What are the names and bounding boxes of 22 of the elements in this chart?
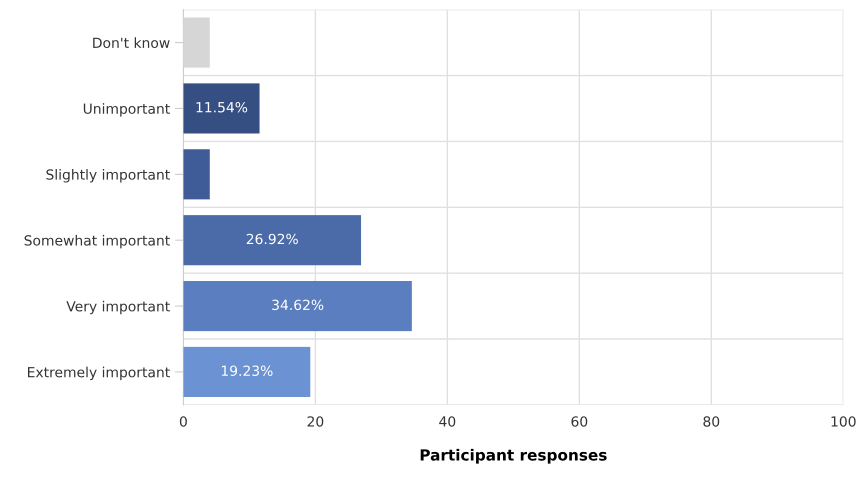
x-tick-label: 20 [308, 416, 324, 427]
y-tick-label: Unimportant [84, 103, 170, 117]
bar [183, 215, 362, 266]
y-tick-label: Very important [66, 300, 170, 314]
y-tick-label: Somewhat important [24, 234, 170, 248]
x-tick-label: 0 [180, 416, 187, 427]
x-tick-label: 80 [703, 416, 720, 427]
bar [183, 83, 260, 134]
data-label: 26.92% [246, 234, 298, 244]
y-tick-label: Don't know [93, 37, 170, 48]
data-label: 19.23% [222, 365, 273, 376]
x-tick-label: 40 [439, 416, 456, 427]
y-tick-label: Slightly important [46, 169, 170, 182]
bar [183, 149, 210, 200]
x-tick-label: 100 [832, 416, 856, 427]
bar [183, 281, 412, 332]
x-axis-title: Participant responses [420, 448, 607, 464]
data-label: 11.54% [196, 102, 248, 112]
x-tick-label: 60 [571, 416, 588, 427]
bar [183, 346, 310, 397]
data-label: 34.62% [272, 300, 324, 310]
y-tick-label: Extremely important [28, 366, 170, 380]
